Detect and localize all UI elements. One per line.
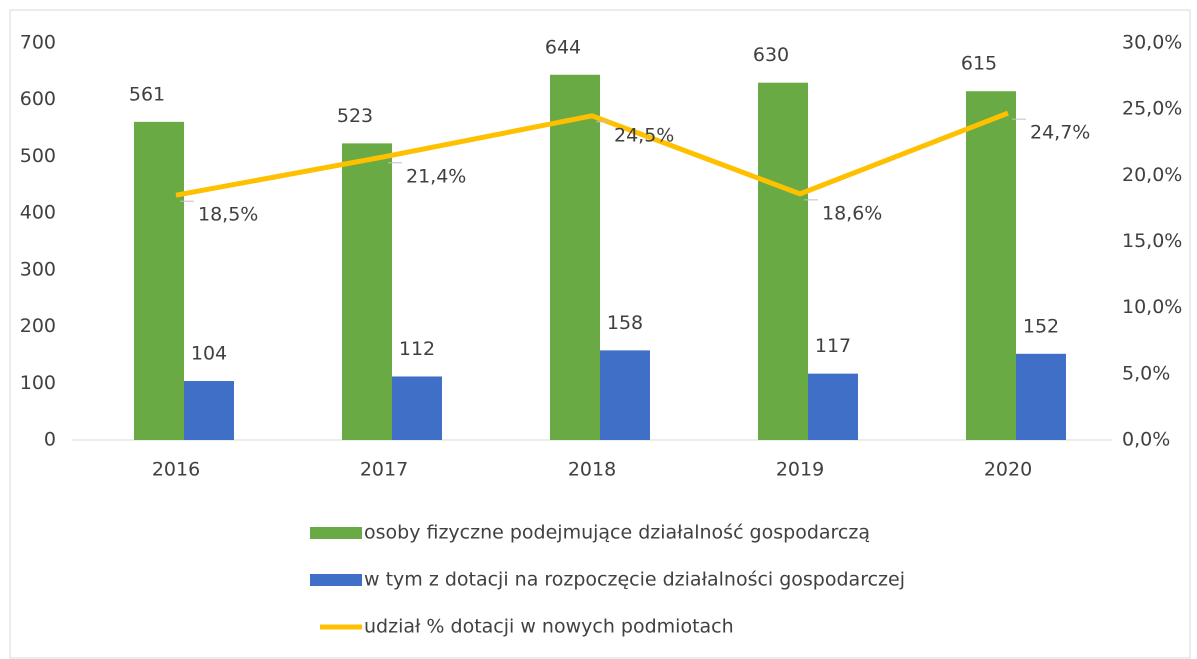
bar-value-label: 615 (961, 53, 997, 75)
x-tick-label: 2017 (360, 459, 408, 481)
y-tick-label: 300 (20, 258, 56, 280)
bar (392, 376, 442, 440)
bar-value-label: 112 (399, 338, 435, 360)
legend-swatch (310, 574, 362, 586)
y-tick-label: 500 (20, 145, 56, 167)
bar (184, 381, 234, 440)
bar-value-label: 152 (1023, 315, 1059, 337)
y-tick-label: 700 (20, 32, 56, 54)
x-tick-label: 2020 (984, 459, 1032, 481)
y2-tick-label: 15,0% (1122, 230, 1182, 252)
line-value-label: 18,6% (822, 202, 882, 224)
y-tick-label: 200 (20, 315, 56, 337)
y2-tick-label: 0,0% (1122, 429, 1170, 451)
x-tick-label: 2016 (152, 459, 200, 481)
y2-tick-label: 30,0% (1122, 32, 1182, 54)
legend-label: w tym z dotacji na rozpoczęcie działalno… (364, 569, 905, 591)
bar-value-label: 644 (545, 36, 581, 58)
line-value-label: 18,5% (198, 204, 258, 226)
bar-value-label: 117 (815, 335, 851, 357)
bar-value-label: 523 (337, 105, 373, 127)
line-value-label: 24,7% (1030, 122, 1090, 144)
chart-border (9, 9, 1191, 659)
y-tick-label: 400 (20, 202, 56, 224)
line-value-label: 24,5% (614, 124, 674, 146)
line-series (175, 110, 1009, 198)
bar (600, 350, 650, 440)
y-tick-label: 100 (20, 372, 56, 394)
bar (1016, 353, 1066, 440)
legend-label: udział % dotacji w nowych podmiotach (364, 616, 734, 638)
bar (966, 91, 1016, 440)
y2-tick-label: 5,0% (1122, 362, 1170, 384)
y2-tick-label: 25,0% (1122, 98, 1182, 120)
legend-label: osoby fizyczne podejmujące działalność g… (364, 522, 870, 544)
bar (342, 143, 392, 441)
y-tick-label: 600 (20, 88, 56, 110)
legend-swatch (310, 527, 362, 539)
line-value-label: 21,4% (406, 165, 466, 187)
y2-tick-label: 20,0% (1122, 164, 1182, 186)
bar (808, 373, 858, 440)
bar-value-label: 104 (191, 343, 227, 365)
bar-value-label: 158 (607, 312, 643, 334)
y-tick-label: 0 (44, 429, 56, 451)
x-tick-label: 2018 (568, 459, 616, 481)
bar-value-label: 630 (753, 44, 789, 66)
bar (550, 74, 600, 440)
bar (758, 82, 808, 440)
x-tick-label: 2019 (776, 459, 824, 481)
bar (134, 121, 184, 440)
bar-value-label: 561 (129, 83, 165, 105)
y2-tick-label: 10,0% (1122, 296, 1182, 318)
